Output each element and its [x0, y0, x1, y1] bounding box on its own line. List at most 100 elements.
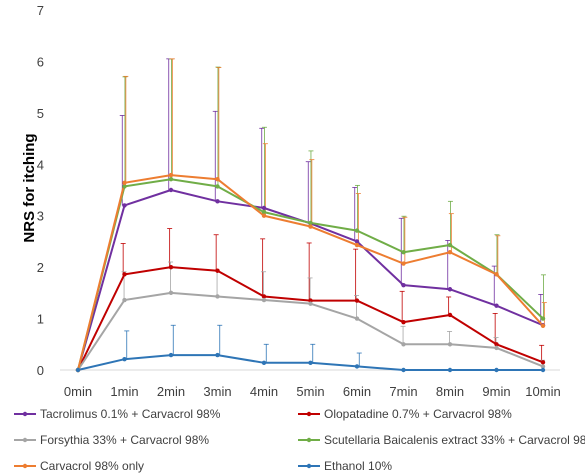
legend-label: Tacrolimus 0.1% + Carvacrol 98% — [40, 407, 221, 421]
y-axis-label: NRS for itching — [21, 133, 38, 242]
data-point — [494, 272, 499, 277]
data-point — [261, 360, 267, 365]
data-point — [494, 345, 499, 351]
series-line — [77, 189, 544, 371]
data-point — [261, 294, 267, 299]
data-point — [447, 312, 453, 318]
data-point — [308, 224, 313, 229]
data-point — [540, 323, 546, 328]
y-tick-label: 5 — [37, 106, 44, 121]
data-point — [354, 316, 360, 321]
data-point — [401, 250, 406, 255]
x-tick-label: 5min — [296, 384, 324, 399]
series-line — [77, 266, 544, 371]
series-line — [77, 174, 544, 371]
data-point — [401, 319, 406, 325]
legend-label: Olopatadine 0.7% + Carvacrol 98% — [324, 407, 512, 421]
data-point — [215, 294, 220, 299]
data-point — [354, 228, 360, 233]
series-points — [75, 172, 546, 373]
data-point — [494, 367, 499, 373]
data-point — [447, 250, 453, 255]
legend-label: Ethanol 10% — [324, 459, 392, 473]
data-point — [122, 180, 127, 185]
legend-marker — [306, 411, 312, 417]
data-point — [261, 205, 267, 211]
data-point — [540, 367, 546, 373]
data-point — [215, 268, 220, 273]
legend-marker — [22, 437, 28, 443]
legend: Tacrolimus 0.1% + Carvacrol 98% Olopatadi… — [14, 407, 585, 473]
data-point — [447, 342, 453, 347]
data-point — [447, 367, 453, 373]
data-point — [401, 261, 406, 266]
data-point — [261, 209, 267, 215]
data-point — [168, 177, 174, 182]
data-point — [540, 364, 546, 369]
data-point — [540, 360, 546, 365]
data-point — [354, 239, 360, 244]
data-point — [494, 303, 499, 308]
x-tick-label: 8min — [436, 384, 464, 399]
data-point — [354, 298, 360, 303]
x-tick-label: 4min — [250, 384, 278, 399]
data-point — [401, 282, 406, 288]
data-point — [308, 360, 313, 365]
data-point — [215, 184, 220, 189]
data-point — [168, 187, 174, 193]
data-point — [215, 352, 220, 358]
data-point — [75, 367, 81, 373]
x-tick-label: 3min — [203, 384, 231, 399]
data-point — [122, 203, 127, 208]
data-point — [540, 316, 546, 321]
chart-axes: 0 1 2 3 4 5 6 7 0min 1min 2min 3min 4min 5min 6min 7min… — [37, 3, 561, 399]
data-point — [168, 352, 174, 358]
y-tick-label: 3 — [37, 209, 44, 224]
data-point — [122, 272, 127, 277]
legend-label: Scutellaria Baicalenis extract 33% + Car… — [324, 433, 585, 447]
data-point — [215, 177, 220, 182]
legend-marker — [22, 463, 28, 469]
x-tick-label: 7min — [389, 384, 417, 399]
data-point — [354, 364, 360, 369]
data-point — [261, 213, 267, 218]
legend-marker — [22, 411, 28, 417]
legend-label: Forsythia 33% + Carvacrol 98% — [40, 433, 209, 447]
data-point — [261, 297, 267, 303]
series-line — [77, 178, 544, 371]
data-point — [308, 298, 313, 303]
data-point — [354, 242, 360, 248]
x-tick-label: 2min — [157, 384, 185, 399]
legend-marker — [306, 463, 312, 469]
y-tick-label: 1 — [37, 312, 44, 327]
data-point — [122, 357, 127, 362]
legend-label: Carvacrol 98% only — [40, 459, 144, 473]
y-tick-label: 0 — [37, 363, 44, 378]
x-tick-label: 6min — [343, 384, 371, 399]
data-point — [168, 290, 174, 296]
y-tick-label: 4 — [37, 157, 44, 172]
data-point — [494, 342, 499, 347]
x-tick-label: 9min — [482, 384, 510, 399]
data-point — [215, 199, 220, 204]
data-point — [308, 220, 313, 226]
series-lines — [77, 174, 544, 371]
data-point — [447, 287, 453, 292]
data-point — [122, 297, 127, 303]
error-bars — [119, 58, 547, 367]
data-point — [168, 172, 174, 178]
data-point — [122, 184, 127, 189]
data-point — [401, 342, 406, 347]
x-tick-label: 1min — [110, 384, 138, 399]
legend-marker — [306, 437, 312, 443]
y-tick-label: 2 — [37, 260, 44, 275]
y-tick-label: 7 — [37, 3, 44, 18]
data-point — [168, 264, 174, 270]
x-tick-label: 10min — [525, 384, 560, 399]
x-tick-label: 0min — [64, 384, 92, 399]
data-point — [447, 242, 453, 248]
data-point — [401, 367, 406, 373]
y-tick-label: 6 — [37, 54, 44, 69]
data-point — [308, 301, 313, 306]
